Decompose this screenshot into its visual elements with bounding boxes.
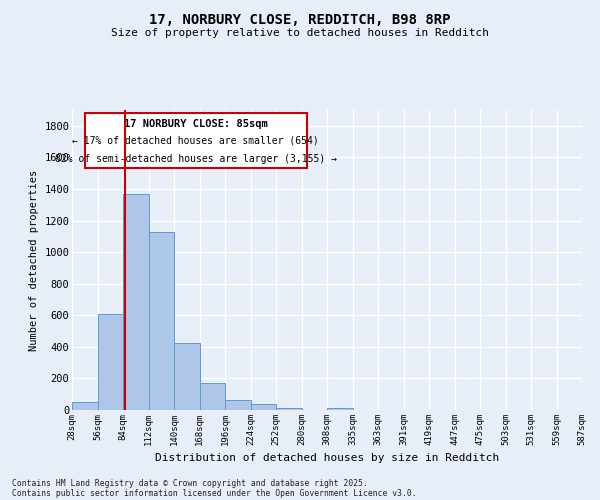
Bar	[225, 400, 251, 410]
Text: ← 17% of detached houses are smaller (654): ← 17% of detached houses are smaller (65…	[73, 136, 319, 146]
Bar	[97, 314, 123, 410]
Text: 17 NORBURY CLOSE: 85sqm: 17 NORBURY CLOSE: 85sqm	[124, 119, 268, 129]
Bar	[149, 232, 174, 410]
Text: Contains HM Land Registry data © Crown copyright and database right 2025.: Contains HM Land Registry data © Crown c…	[12, 478, 368, 488]
Text: Contains public sector information licensed under the Open Government Licence v3: Contains public sector information licen…	[12, 488, 416, 498]
Bar	[72, 402, 97, 410]
Text: 17, NORBURY CLOSE, REDDITCH, B98 8RP: 17, NORBURY CLOSE, REDDITCH, B98 8RP	[149, 12, 451, 26]
Bar	[123, 194, 149, 410]
Bar	[199, 383, 225, 410]
X-axis label: Distribution of detached houses by size in Redditch: Distribution of detached houses by size …	[155, 454, 499, 464]
Bar	[327, 408, 353, 410]
Y-axis label: Number of detached properties: Number of detached properties	[29, 170, 38, 350]
Bar	[174, 343, 199, 410]
Bar	[251, 404, 276, 410]
Text: 82% of semi-detached houses are larger (3,155) →: 82% of semi-detached houses are larger (…	[55, 154, 337, 164]
Bar	[276, 408, 302, 410]
Text: Size of property relative to detached houses in Redditch: Size of property relative to detached ho…	[111, 28, 489, 38]
FancyBboxPatch shape	[85, 113, 307, 168]
